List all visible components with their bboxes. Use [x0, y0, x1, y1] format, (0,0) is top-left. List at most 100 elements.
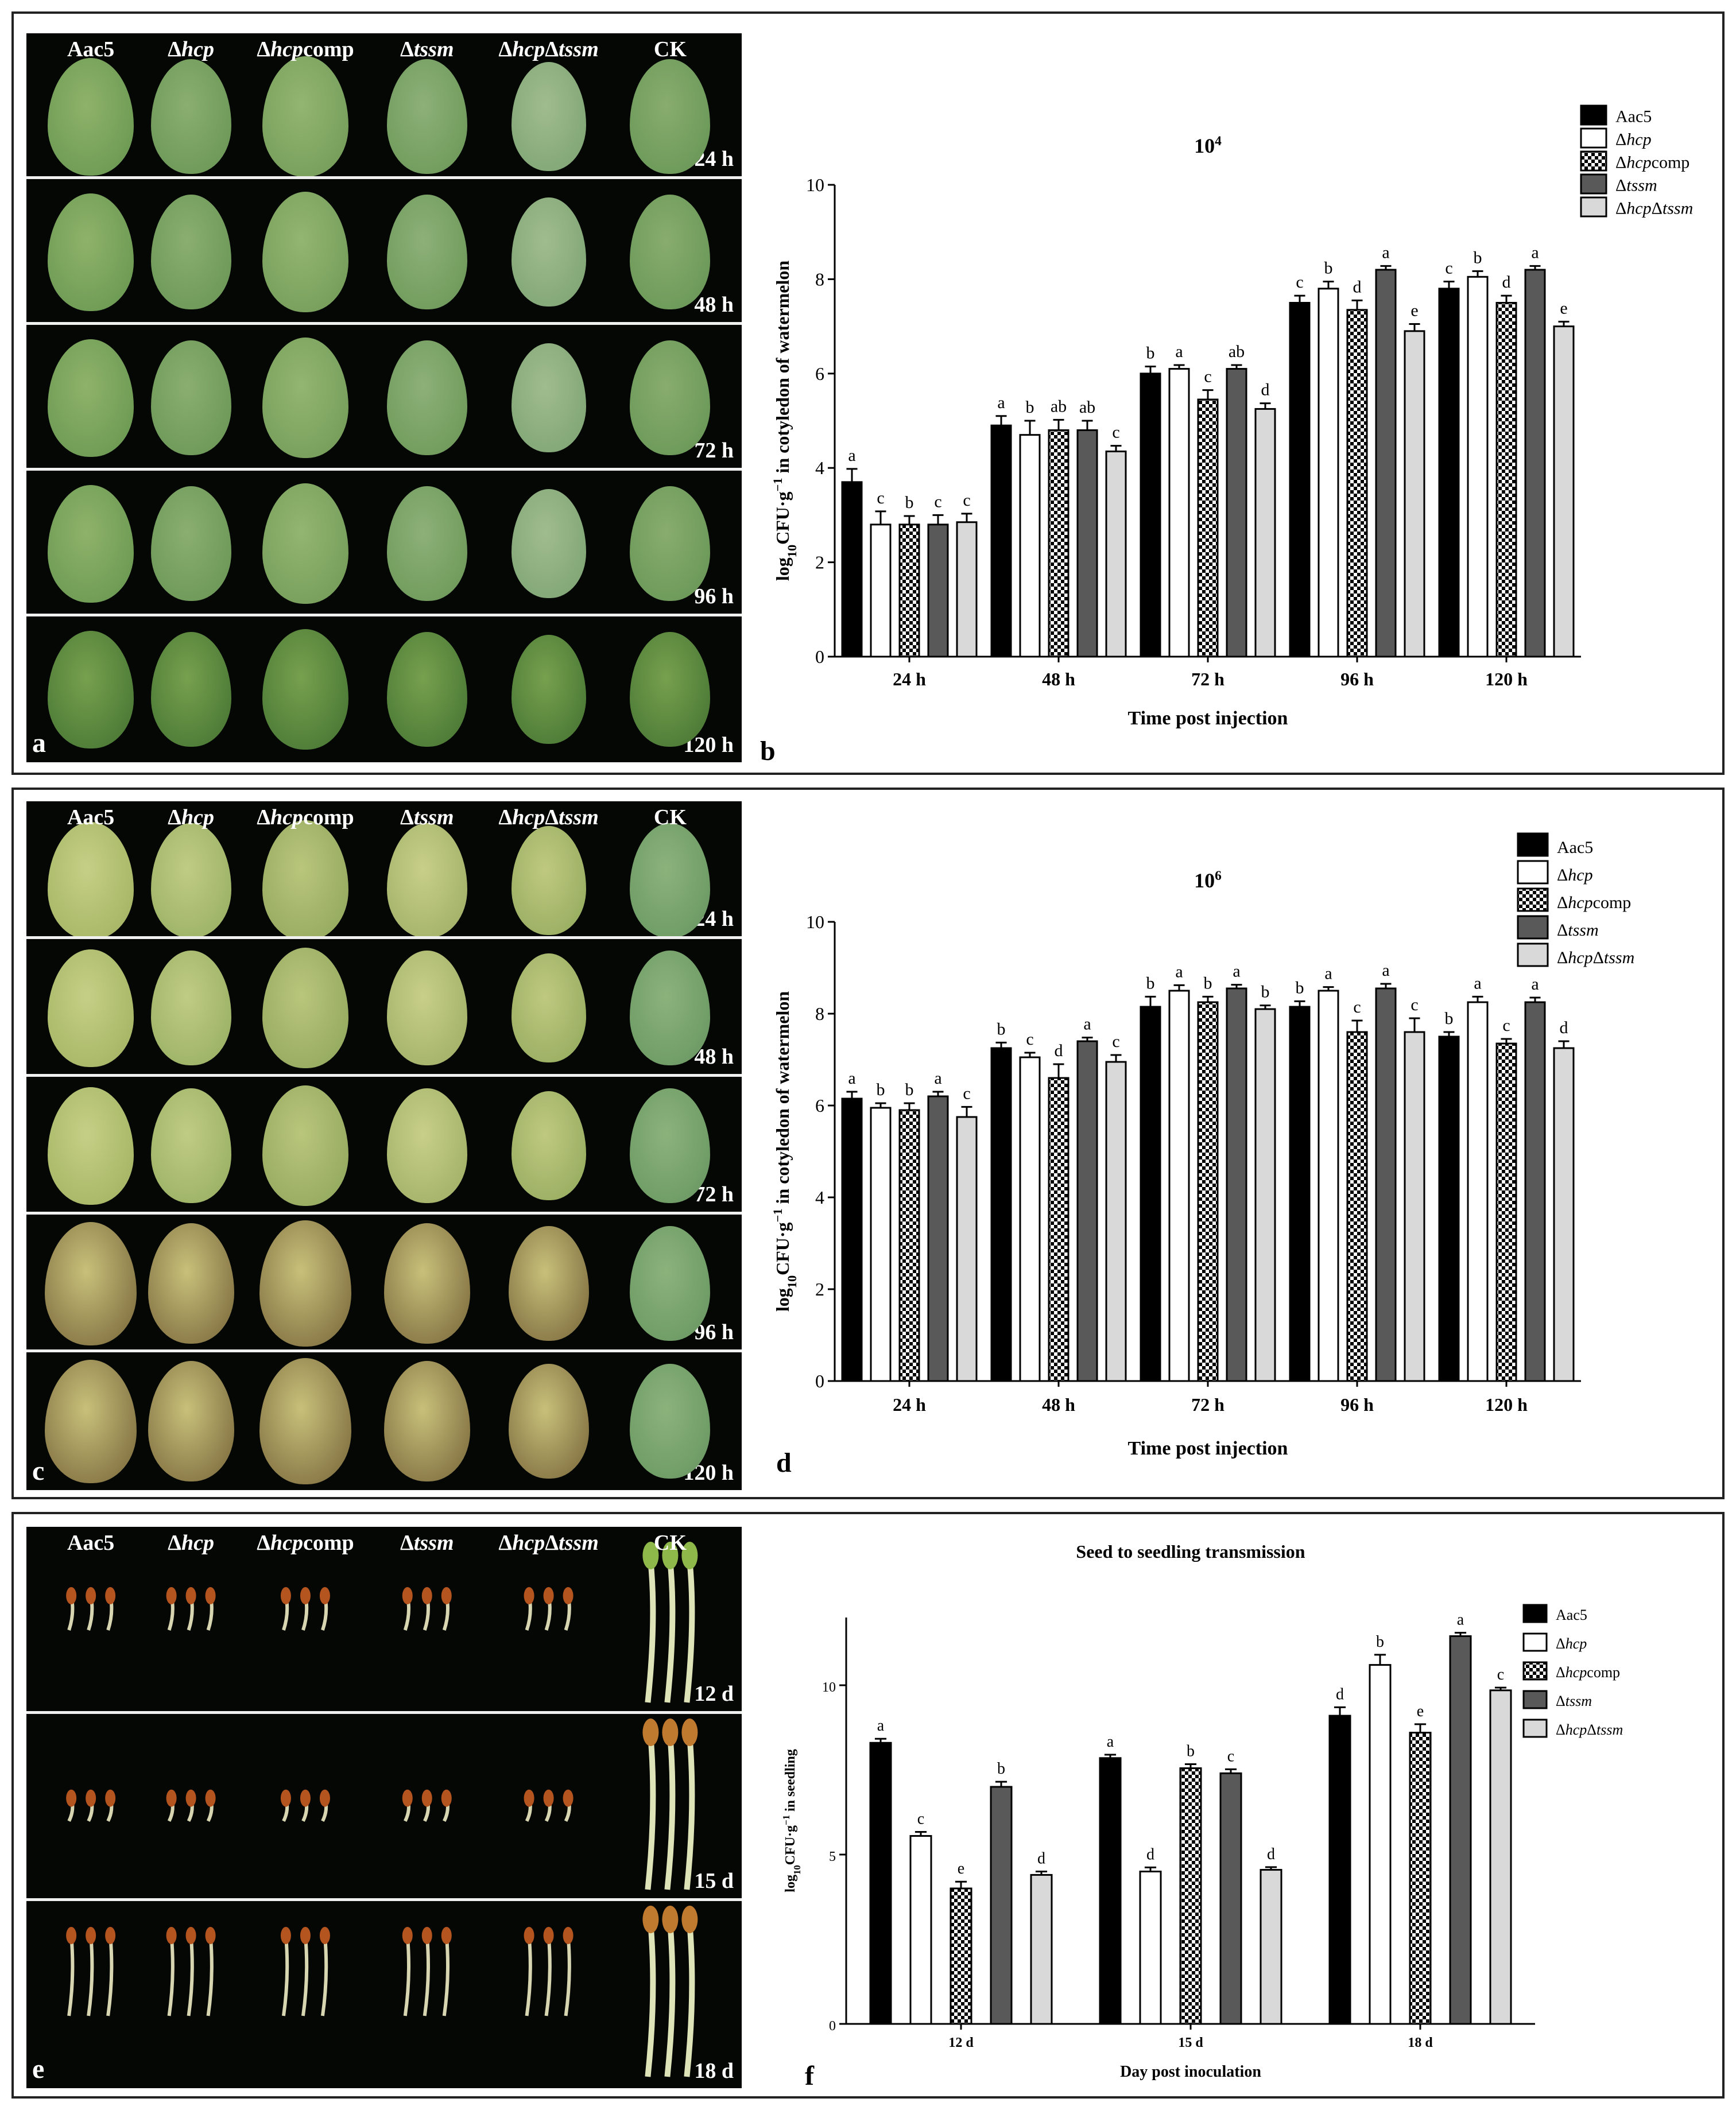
bar — [1179, 1767, 1202, 2025]
seedling-photo — [66, 1719, 698, 1890]
legend-swatch — [1580, 150, 1607, 172]
cotyledon-photo — [630, 823, 711, 936]
cotyledon-photo — [48, 57, 134, 176]
chart-title-sup: 6 — [1215, 868, 1222, 883]
legend-swatch — [1580, 127, 1607, 149]
cotyledon-photo — [386, 195, 467, 309]
significance-letter: b — [1296, 978, 1304, 997]
bar — [1524, 269, 1546, 658]
cotyledon-photo — [383, 1361, 470, 1481]
cotyledon-photo — [48, 339, 134, 457]
cotyledon-photo — [150, 823, 231, 936]
bar — [950, 1887, 972, 2025]
cotyledon-photo — [262, 192, 348, 312]
seedling — [543, 1927, 554, 2016]
bar — [1495, 302, 1517, 658]
seedling — [524, 1789, 534, 1822]
seedling — [402, 1927, 413, 2016]
cotyledon-photo — [386, 951, 467, 1065]
significance-letter: d — [1037, 1850, 1045, 1868]
bar — [1168, 990, 1190, 1382]
cotyledon-photo — [630, 486, 711, 601]
seedling — [681, 1542, 698, 1703]
cotyledon-photo — [45, 1359, 137, 1483]
photo-strip: 72 h — [26, 325, 742, 471]
bar — [1140, 373, 1161, 658]
bar — [927, 1095, 949, 1382]
significance-letter: d — [1336, 1685, 1344, 1703]
bar — [1438, 1035, 1460, 1382]
time-label: 15 d — [694, 1869, 734, 1893]
cotyledon-photo — [262, 948, 348, 1068]
significance-letter: e — [1560, 298, 1567, 317]
bar — [898, 523, 920, 658]
seedling — [642, 1906, 659, 2077]
legend-label: Δhcpcomp — [1615, 153, 1690, 172]
bar — [1289, 1006, 1311, 1382]
significance-letter: d — [1267, 1845, 1275, 1863]
seedling — [421, 1587, 432, 1631]
y-tick-label: 0 — [815, 1371, 824, 1391]
significance-letter: a — [1382, 243, 1389, 262]
legend-swatch — [1522, 1661, 1548, 1681]
cotyledon-photo — [150, 486, 231, 601]
figure-row-1: 24 h Aac5 Δhcp Δhcpcomp Δtssm ΔhcpΔtssm CK 48 … — [11, 11, 1725, 775]
cotyledon-photo — [262, 56, 348, 176]
strain-label: Δhcpcomp — [257, 1531, 354, 1555]
significance-letter: c — [963, 491, 970, 510]
bar — [1076, 1040, 1098, 1382]
significance-letter: a — [1324, 964, 1332, 983]
bar — [1048, 1077, 1070, 1382]
y-tick-label: 8 — [815, 1003, 824, 1024]
significance-letter: d — [1502, 273, 1511, 292]
panel-letter-e: e — [32, 2054, 45, 2084]
bar — [1140, 1006, 1161, 1382]
bar — [927, 523, 949, 658]
time-label: 72 h — [694, 439, 734, 463]
significance-letter: c — [1112, 423, 1119, 442]
bar — [1328, 1715, 1351, 2025]
bar — [1099, 1757, 1122, 2025]
significance-letter: e — [958, 1860, 964, 1878]
y-axis-label: log10CFU·g−1 in cotyledon of watermelon — [770, 261, 799, 581]
bar — [909, 1835, 932, 2025]
bar — [1019, 434, 1041, 658]
seedling — [280, 1789, 291, 1822]
significance-letter: c — [1445, 259, 1452, 278]
strain-label: Δhcpcomp — [257, 37, 354, 61]
cotyledon-photo — [386, 632, 467, 747]
seedling — [421, 1927, 432, 2016]
legend-swatch — [1522, 1719, 1548, 1738]
significance-letter: b — [1187, 1742, 1195, 1760]
significance-letter: c — [1296, 273, 1303, 292]
cotyledon-photo — [511, 343, 586, 452]
seedling — [280, 1587, 291, 1631]
significance-letter: d — [1261, 381, 1270, 399]
time-label: 96 h — [694, 584, 734, 608]
seedling — [319, 1927, 330, 2016]
significance-letter: a — [848, 1069, 855, 1088]
y-axis-label: log10CFU·g−1 in seedling — [781, 1749, 803, 1892]
bar — [1226, 987, 1247, 1382]
significance-letter: c — [1026, 1030, 1033, 1049]
panel-letter-a: a — [32, 728, 46, 758]
bar — [1105, 1061, 1127, 1382]
seedling — [524, 1927, 534, 2016]
significance-letter: a — [848, 446, 855, 465]
cotyledon-photo — [262, 629, 348, 750]
seedling — [662, 1542, 679, 1703]
bar — [1467, 276, 1489, 658]
seedling — [642, 1542, 659, 1703]
bar — [956, 521, 978, 658]
strain-label: Δtssm — [400, 1531, 454, 1555]
significance-letter: a — [1083, 1015, 1091, 1034]
cotyledon-photo — [630, 59, 711, 174]
x-axis-label: Time post injection — [1128, 1438, 1288, 1459]
bar — [1375, 269, 1397, 658]
significance-letter: b — [997, 1019, 1006, 1038]
legend-swatch — [1580, 104, 1607, 126]
chart-d: 106 0 2 4 6 8 10 log10CFU·g−1 in cotyledon of w… — [770, 832, 1634, 1478]
legend-swatch — [1580, 196, 1607, 218]
significance-letter: b — [997, 1760, 1005, 1778]
